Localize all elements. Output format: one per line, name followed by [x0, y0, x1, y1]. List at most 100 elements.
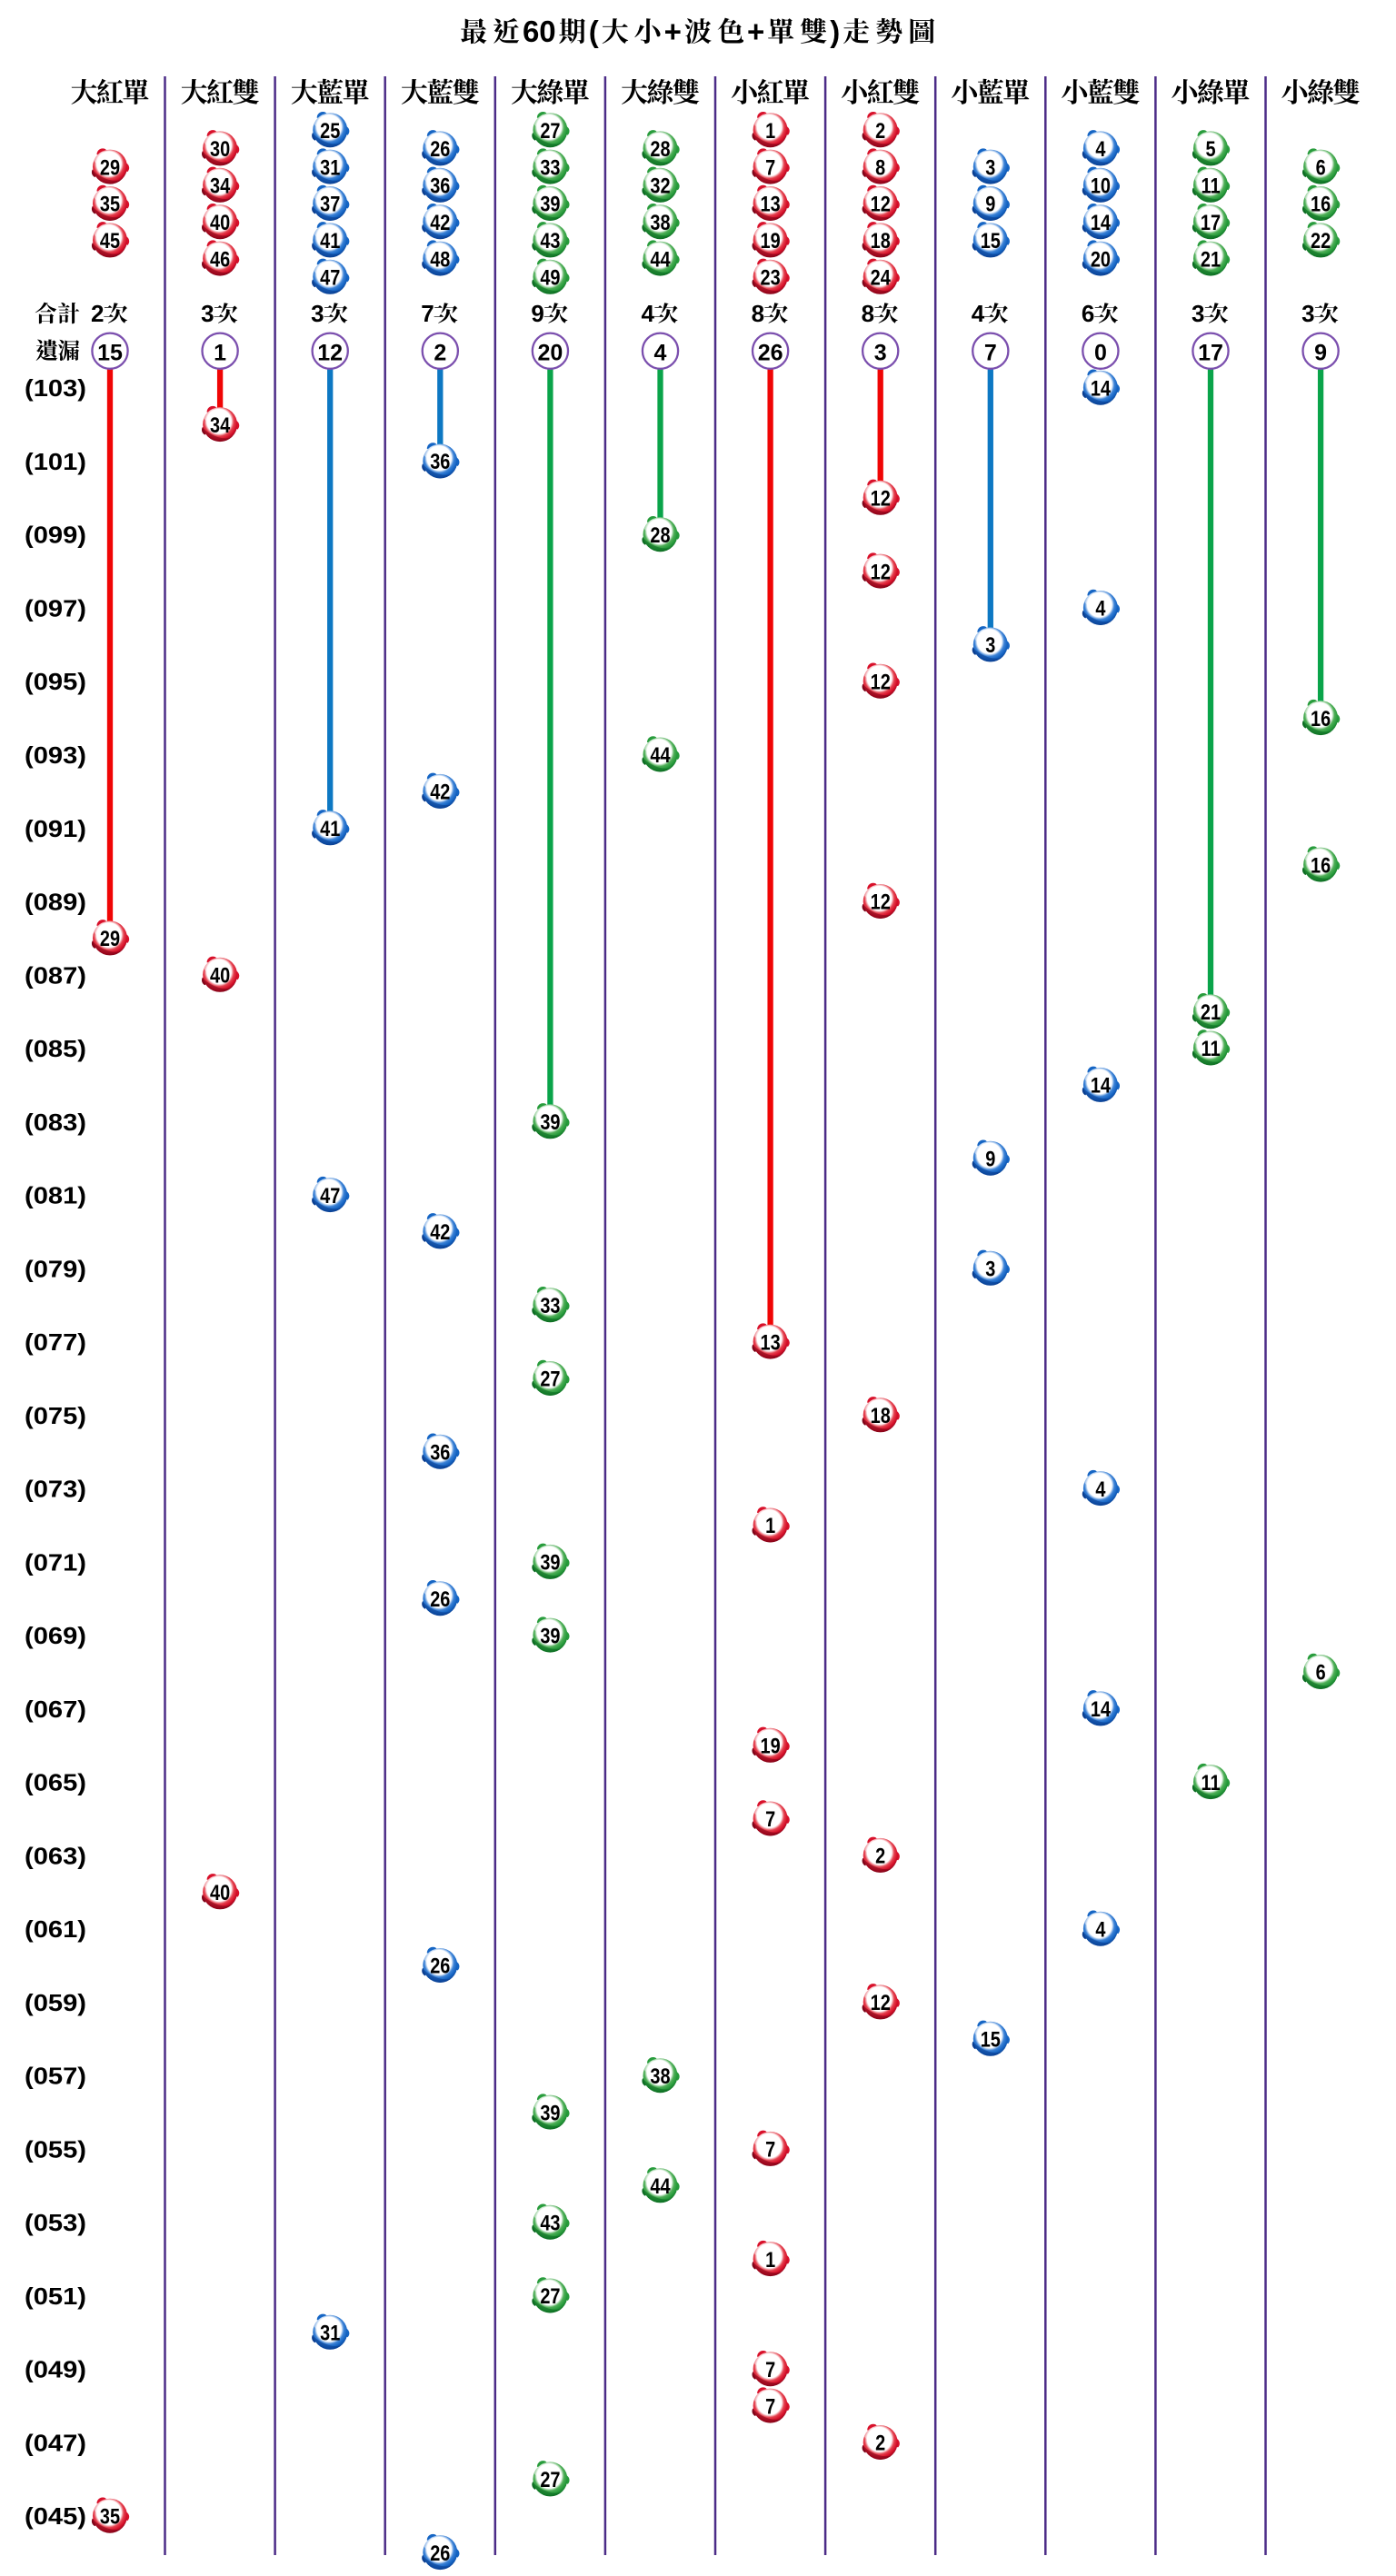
svg-text:1: 1 — [765, 118, 775, 143]
svg-text:11: 11 — [1201, 1770, 1220, 1795]
svg-text:(097): (097) — [25, 595, 86, 622]
svg-text:21: 21 — [1201, 1000, 1221, 1024]
svg-text:33: 33 — [540, 155, 560, 180]
svg-text:15: 15 — [981, 228, 1001, 253]
svg-text:42: 42 — [430, 1219, 450, 1244]
svg-text:19: 19 — [761, 1734, 781, 1758]
svg-text:32: 32 — [650, 174, 670, 198]
svg-text:34: 34 — [210, 174, 231, 198]
svg-text:9: 9 — [531, 300, 543, 327]
svg-text:26: 26 — [430, 1586, 450, 1611]
svg-text:13: 13 — [761, 192, 781, 216]
svg-text:0: 0 — [1094, 340, 1107, 365]
svg-text:(057): (057) — [25, 2063, 86, 2089]
svg-text:(093): (093) — [25, 741, 86, 768]
svg-text:15: 15 — [97, 340, 123, 365]
svg-text:7: 7 — [765, 155, 775, 180]
svg-text:41: 41 — [320, 228, 340, 253]
svg-text:44: 44 — [650, 742, 671, 767]
svg-text:41: 41 — [320, 816, 340, 840]
svg-text:60: 60 — [523, 15, 556, 48]
svg-text:39: 39 — [540, 192, 560, 216]
svg-text:9: 9 — [985, 192, 995, 216]
svg-text:40: 40 — [210, 210, 230, 234]
svg-text:38: 38 — [650, 210, 670, 234]
svg-text:31: 31 — [320, 2321, 340, 2345]
svg-text:29: 29 — [100, 926, 120, 950]
svg-text:7: 7 — [984, 340, 997, 365]
svg-text:(099): (099) — [25, 522, 86, 548]
svg-text:9: 9 — [1314, 340, 1327, 365]
svg-text:18: 18 — [871, 1403, 891, 1427]
svg-text:35: 35 — [100, 2504, 120, 2529]
svg-text:3: 3 — [985, 155, 995, 180]
svg-text:1: 1 — [765, 2247, 775, 2272]
svg-text:23: 23 — [761, 265, 781, 290]
svg-text:(095): (095) — [25, 669, 86, 695]
svg-text:49: 49 — [540, 265, 560, 290]
svg-text:(077): (077) — [25, 1329, 86, 1356]
svg-text:4: 4 — [654, 340, 667, 365]
svg-text:(063): (063) — [25, 1843, 86, 1869]
svg-text:6: 6 — [1082, 300, 1094, 327]
svg-text:44: 44 — [650, 2173, 671, 2198]
svg-text:17: 17 — [1198, 340, 1223, 365]
svg-text:20: 20 — [1091, 247, 1111, 272]
svg-text:6: 6 — [1316, 155, 1326, 180]
svg-text:14: 14 — [1091, 1073, 1112, 1098]
svg-text:12: 12 — [317, 340, 343, 365]
svg-text:7: 7 — [765, 1806, 775, 1831]
svg-text:19: 19 — [761, 228, 781, 253]
svg-text:(071): (071) — [25, 1549, 86, 1576]
svg-text:12: 12 — [871, 192, 891, 216]
svg-text:7: 7 — [765, 2394, 775, 2419]
svg-text:43: 43 — [540, 2211, 560, 2235]
svg-text:29: 29 — [100, 155, 120, 180]
svg-text:36: 36 — [430, 1440, 450, 1465]
svg-text:4: 4 — [1095, 1477, 1106, 1501]
svg-text:4: 4 — [641, 300, 654, 327]
svg-text:9: 9 — [985, 1147, 995, 1171]
svg-text:4: 4 — [972, 300, 985, 327]
svg-text:25: 25 — [320, 118, 340, 143]
svg-text:4: 4 — [1095, 136, 1106, 161]
svg-text:24: 24 — [871, 265, 892, 290]
svg-text:42: 42 — [430, 780, 450, 804]
svg-text:35: 35 — [100, 192, 120, 216]
svg-text:2: 2 — [875, 118, 885, 143]
svg-text:+: + — [747, 15, 764, 48]
svg-text:44: 44 — [650, 247, 671, 272]
svg-text:(081): (081) — [25, 1182, 86, 1208]
svg-text:33: 33 — [540, 1293, 560, 1318]
svg-text:3: 3 — [311, 300, 324, 327]
svg-text:11: 11 — [1201, 1036, 1220, 1060]
svg-text:16: 16 — [1311, 706, 1331, 731]
svg-text:17: 17 — [1201, 210, 1221, 234]
svg-text:40: 40 — [210, 1880, 230, 1905]
svg-text:(059): (059) — [25, 1989, 86, 2015]
svg-text:28: 28 — [650, 136, 670, 161]
svg-text:45: 45 — [100, 228, 120, 253]
svg-text:13: 13 — [761, 1330, 781, 1355]
svg-text:(069): (069) — [25, 1623, 86, 1649]
svg-text:3: 3 — [985, 1257, 995, 1281]
svg-text:5: 5 — [1205, 136, 1215, 161]
svg-text:2: 2 — [434, 340, 446, 365]
svg-text:12: 12 — [871, 670, 891, 694]
svg-text:27: 27 — [540, 2283, 560, 2308]
svg-text:38: 38 — [650, 2064, 670, 2088]
svg-text:22: 22 — [1311, 228, 1331, 253]
svg-text:8: 8 — [875, 155, 885, 180]
svg-text:36: 36 — [430, 449, 450, 473]
svg-text:(079): (079) — [25, 1256, 86, 1282]
svg-text:(053): (053) — [25, 2210, 86, 2236]
svg-text:36: 36 — [430, 174, 450, 198]
svg-text:8: 8 — [752, 300, 764, 327]
svg-text:12: 12 — [871, 890, 891, 914]
svg-text:12: 12 — [871, 1990, 891, 2014]
svg-text:39: 39 — [540, 2101, 560, 2125]
svg-text:26: 26 — [430, 2541, 450, 2565]
svg-text:2: 2 — [875, 2431, 885, 2455]
svg-text:39: 39 — [540, 1624, 560, 1648]
svg-text:11: 11 — [1201, 174, 1220, 198]
